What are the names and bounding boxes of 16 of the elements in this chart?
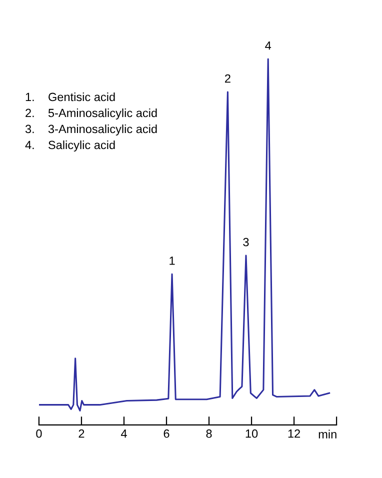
annotation: 1. Gentisic acid [26,92,115,102]
annotation: 2 [225,74,230,83]
x-tick-label: 0 [36,429,42,438]
x-tick-label: 6 [164,429,170,438]
annotation: 2. 5-Aminosalicylic acid [26,108,157,120]
x-tick-label: 4 [120,430,127,438]
annotation: 3. 3-Aminosalicylic acid [25,124,157,136]
x-tick-label: 2 [78,429,84,438]
annotation: 4 [265,42,272,50]
annotation: 4. Salicylic acid [25,140,115,152]
x-tick-label: 8 [206,429,212,438]
annotation: 3 [243,238,249,246]
annotation: 1 [170,256,175,265]
x-axis-title: min [318,430,336,438]
x-tick-label: 12 [288,429,300,438]
x-tick-label: 10 [246,429,258,438]
